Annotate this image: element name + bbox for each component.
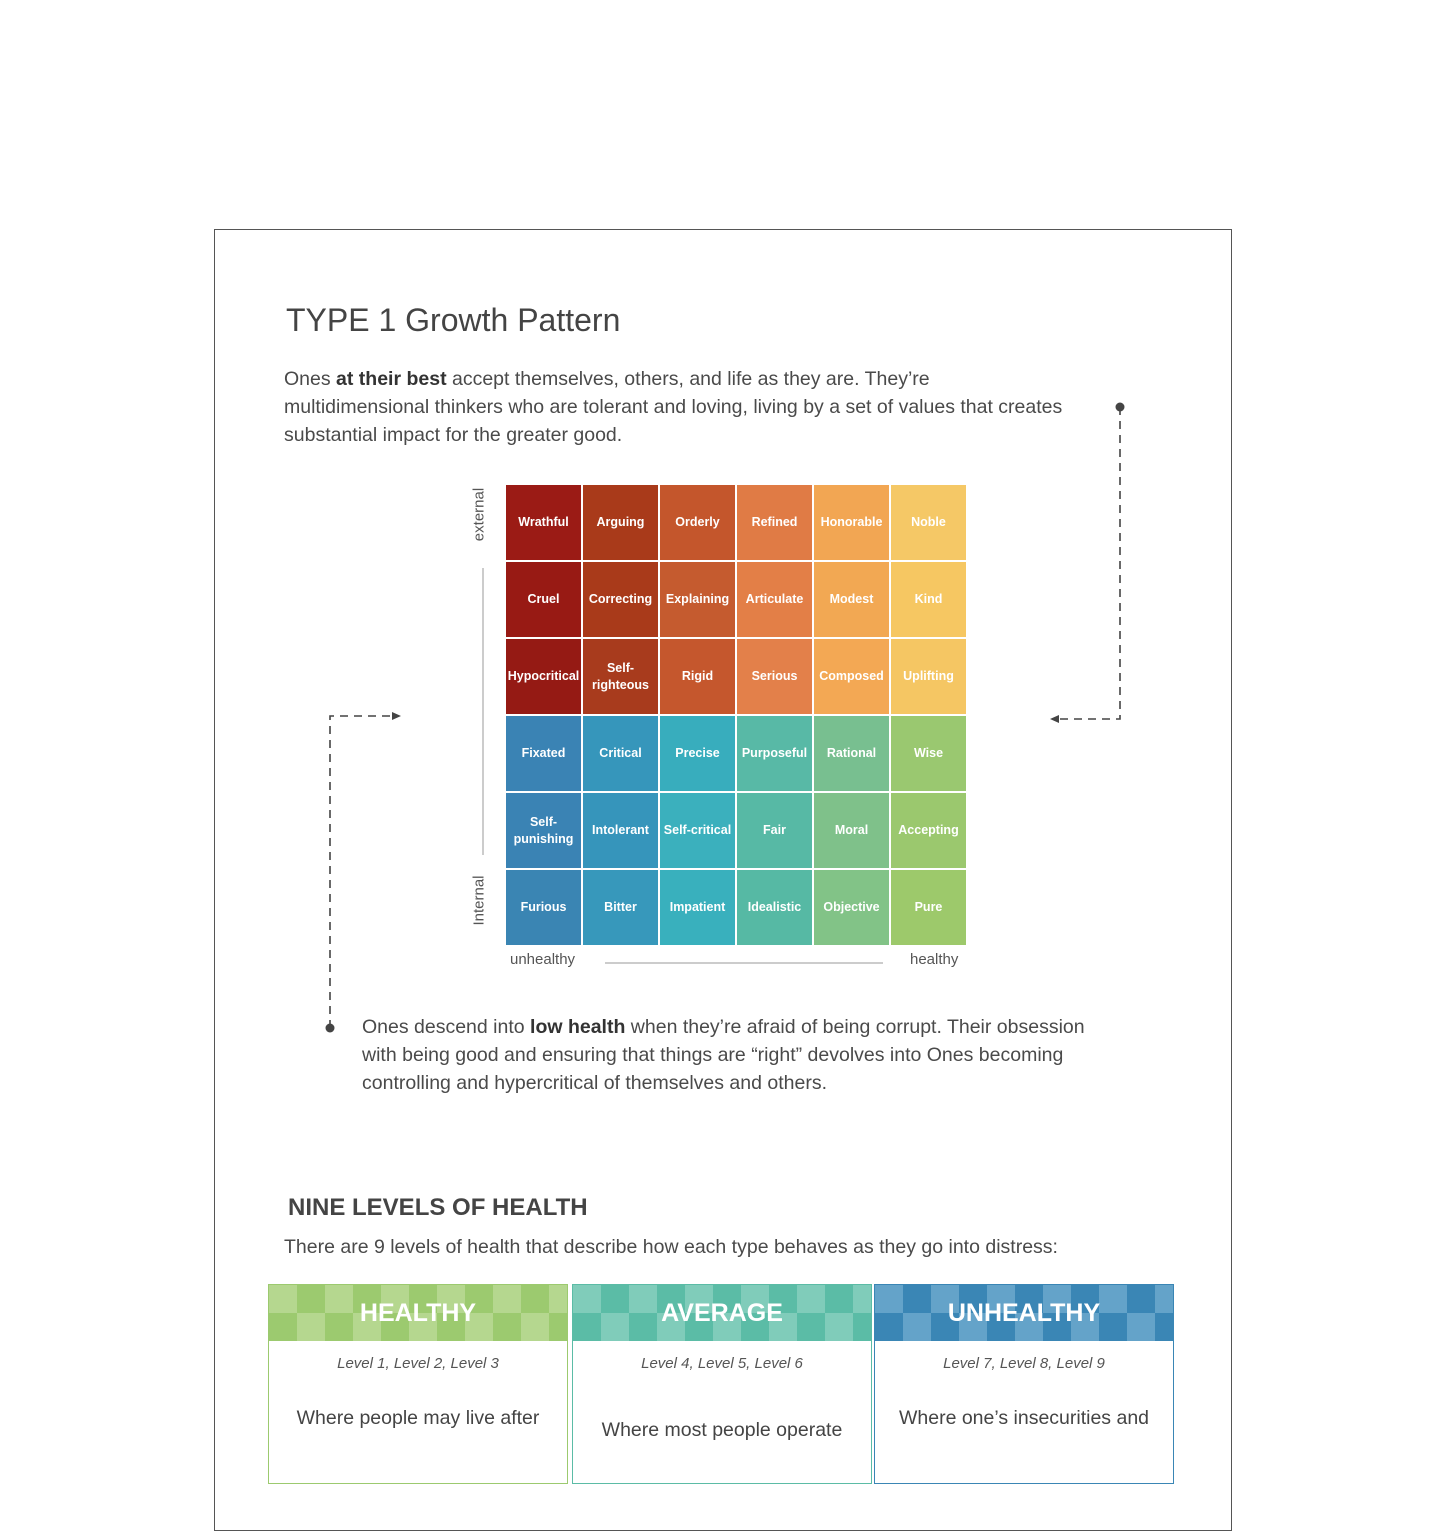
grid-cell: Arguing [583,485,658,560]
connector [1060,407,1121,720]
grid-cell: Furious [506,870,581,945]
grid-cell: Articulate [737,562,812,637]
grid-cell: Objective [814,870,889,945]
card-text: Where people may live after [296,1407,540,1429]
grid-cell: Intolerant [583,793,658,868]
grid-cell: Self-critical [660,793,735,868]
x-axis-left: unhealthy [510,951,576,968]
grid-cell: Cruel [506,562,581,637]
grid-cell: Composed [814,639,889,714]
grid-cell: Fair [737,793,812,868]
y-axis-top: external [470,487,488,542]
arrow [392,712,401,720]
card-levels: Level 1, Level 2, Level 3 [337,1355,499,1372]
grid-cell: Fixated [506,716,581,791]
dot [325,1023,335,1033]
grid-cell: Impatient [660,870,735,945]
text: accept themselves, others, and life as t… [284,368,1063,446]
grid-cell: Correcting [583,562,658,637]
grid-cell: Self-punishing [506,793,581,868]
grid-cell: Rational [814,716,889,791]
card-title: UNHEALTHY [875,1285,1173,1341]
levels-subtitle: There are 9 levels of health that descri… [284,1236,1058,1258]
grid-cell: Self-righteous [583,639,658,714]
grid-cell: Moral [814,793,889,868]
x-axis-right: healthy [910,951,959,968]
emphasis: low health [530,1016,626,1038]
grid-cell: Honorable [814,485,889,560]
card-title: AVERAGE [573,1285,871,1341]
text: when they’re afraid of being corrupt. Th… [362,1016,1085,1094]
card: HEALTHY Level 1, Level 2, Level 3 Where … [268,1284,568,1484]
card-text: Where most people operate [601,1419,843,1441]
grid-cell: Wise [891,716,966,791]
card-levels: Level 7, Level 8, Level 9 [943,1355,1105,1372]
dot [1115,402,1125,412]
grid-cell: Noble [891,485,966,560]
grid-cell: Hypocritical [506,639,581,714]
grid-cell: Orderly [660,485,735,560]
card-levels: Level 4, Level 5, Level 6 [641,1355,803,1372]
grid-cell: Precise [660,716,735,791]
grid-cell: Refined [737,485,812,560]
grid-cell: Bitter [583,870,658,945]
grid-cell: Idealistic [737,870,812,945]
text: Ones [284,368,337,390]
intro: Ones at their best accept themselves, ot… [284,365,1074,449]
grid-cell: Explaining [660,562,735,637]
grid-cell: Purposeful [737,716,812,791]
card-text: Where one’s insecurities and [898,1407,1150,1429]
grid-cell: Wrathful [506,485,581,560]
arrow [1050,715,1059,723]
emphasis: at their best [336,368,447,390]
card: AVERAGE Level 4, Level 5, Level 6 Where … [572,1284,872,1484]
grid-cell: Pure [891,870,966,945]
card: UNHEALTHY Level 7, Level 8, Level 9 Wher… [874,1284,1174,1484]
card-title: HEALTHY [269,1285,567,1341]
grid-cell: Serious [737,639,812,714]
text: Ones descend into [362,1016,531,1038]
low-health: Ones descend into low health when they’r… [362,1013,1092,1097]
grid-cell: Rigid [660,639,735,714]
connector [329,715,392,1028]
connectors [325,402,1125,1033]
grid-cell: Modest [814,562,889,637]
grid-cell: Accepting [891,793,966,868]
levels-heading: NINE LEVELS OF HEALTH [288,1194,588,1221]
grid-cell: Kind [891,562,966,637]
grid-cell: Uplifting [891,639,966,714]
growth-grid: Wrathful Arguing Orderly Refined Honorable No… [505,484,967,946]
title: TYPE 1 Growth Pattern [286,302,621,338]
grid-cell: Critical [583,716,658,791]
y-axis-bottom: Internal [470,875,488,926]
page: TYPE 1 Growth Pattern Ones at their best… [214,229,1232,1531]
